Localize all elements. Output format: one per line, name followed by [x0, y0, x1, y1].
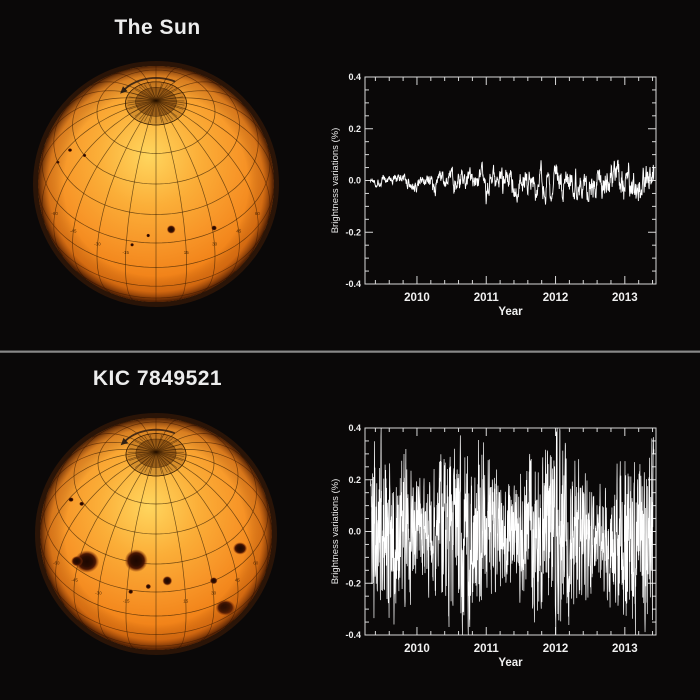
- page-title: KIC 7849521: [92, 367, 223, 390]
- panel-sun: The Sun -60-45-30-1515304560 0.4 0.2 0.0 -0…: [33, 16, 657, 318]
- svg-text:2011: 2011: [474, 292, 500, 304]
- svg-text:2013: 2013: [612, 292, 638, 304]
- svg-text:2010: 2010: [404, 643, 430, 655]
- x-tick-labels: 2010 2011 2012 2013: [404, 643, 637, 655]
- page-title: The Sun: [114, 16, 201, 39]
- svg-text:0.0: 0.0: [348, 176, 361, 186]
- svg-text:2011: 2011: [474, 643, 500, 655]
- x-tick-labels: 2010 2011 2012 2013: [404, 292, 637, 304]
- light-curve-series: [370, 159, 655, 205]
- panel-divider: [0, 350, 700, 353]
- y-tick-labels: 0.4 0.2 0.0 -0.2 -0.4: [345, 423, 361, 640]
- kic-brightness-chart: 0.4 0.2 0.0 -0.2 -0.4 2010 2011 2012 2013 Year Bri…: [330, 423, 657, 669]
- svg-text:-0.2: -0.2: [345, 578, 361, 588]
- x-axis-title: Year: [498, 306, 523, 318]
- svg-text:0.2: 0.2: [348, 475, 361, 485]
- svg-text:-0.4: -0.4: [345, 630, 361, 640]
- light-curve-series: [370, 428, 655, 635]
- axis-ticks: [365, 76, 656, 285]
- x-axis-title: Year: [498, 657, 523, 669]
- sphere-glow: [33, 61, 279, 307]
- y-axis-title: Brightness variations (%): [330, 479, 341, 585]
- y-axis-title: Brightness variations (%): [330, 128, 341, 234]
- y-tick-labels: 0.4 0.2 0.0 -0.2 -0.4: [345, 72, 361, 289]
- svg-text:0.2: 0.2: [348, 124, 361, 134]
- svg-text:0.0: 0.0: [348, 527, 361, 537]
- sun-sphere-illustration: -60-45-30-1515304560: [33, 61, 279, 307]
- svg-text:-0.4: -0.4: [345, 279, 361, 289]
- limb-darkening: [40, 418, 272, 650]
- panel-kic7849521: KIC 7849521 -60-45-30-1515304560 0.40.20…: [0, 353, 700, 700]
- svg-text:2012: 2012: [543, 292, 569, 304]
- plot-frame: [364, 427, 657, 636]
- sphere-glow: [35, 413, 277, 655]
- plot-frame: [364, 76, 657, 285]
- svg-text:2012: 2012: [543, 643, 569, 655]
- kic-sphere-illustration: -60-45-30-1515304560: [35, 413, 277, 655]
- limb-darkening: [38, 66, 274, 302]
- svg-text:2013: 2013: [612, 643, 638, 655]
- svg-text:0.4: 0.4: [348, 423, 361, 433]
- svg-text:0.4: 0.4: [348, 72, 361, 82]
- svg-text:2010: 2010: [404, 292, 430, 304]
- sun-brightness-chart: 0.4 0.2 0.0 -0.2 -0.4 2010 2011 2012 2013 Year Bri…: [330, 72, 657, 318]
- svg-text:-0.2: -0.2: [345, 227, 361, 237]
